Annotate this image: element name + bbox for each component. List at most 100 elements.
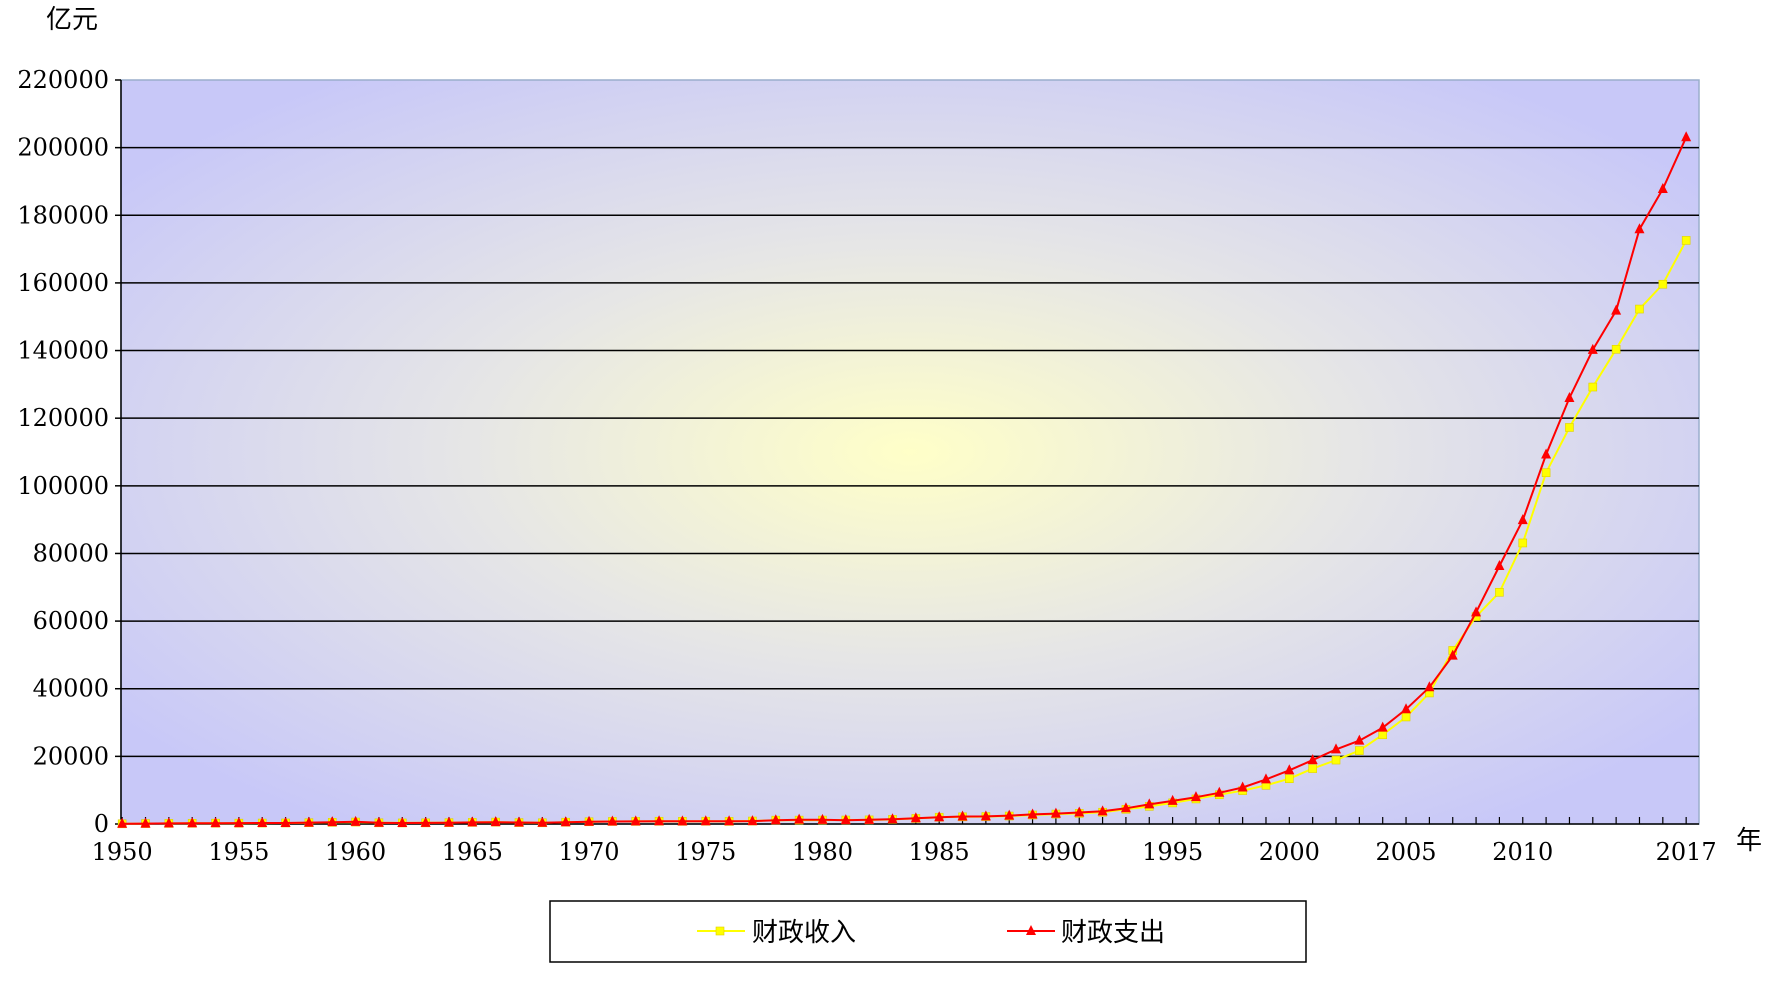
data-point [677,815,688,826]
data-point [1681,236,1691,245]
y-tick-label: 120000 [17,404,109,432]
legend-box [549,900,1307,963]
data-point [1401,703,1412,714]
data-point [1635,304,1644,314]
data-point [1074,806,1085,817]
x-tick-label: 2010 [1492,838,1553,866]
plot-area [120,79,1700,825]
series-layer [117,131,1692,829]
data-point [1541,448,1552,459]
data-point [1120,802,1131,813]
data-point [140,817,151,828]
data-point [350,815,361,826]
data-point [1237,781,1248,792]
legend-label-revenue: 财政收入 [752,918,856,948]
data-point [1354,734,1365,745]
data-point [724,815,735,826]
legend: 财政收入 财政支出 [549,900,1307,963]
data-point [770,814,781,825]
data-point [117,817,128,828]
data-point [817,813,828,824]
x-tick-label: 1965 [442,838,503,866]
data-point [1308,764,1317,773]
y-axis-unit-label: 亿元 [46,5,98,35]
data-point [1657,183,1668,194]
x-tick-label: 1960 [325,838,386,866]
data-point [210,817,221,828]
data-point [537,816,548,827]
y-tick-label: 20000 [33,742,109,770]
data-point [1517,514,1528,525]
data-point [910,812,921,823]
x-tick-label: 1985 [909,838,970,866]
data-point [1658,279,1668,289]
data-point [630,815,641,826]
y-tick-label: 40000 [33,675,109,703]
data-point [1307,754,1318,765]
data-point [373,816,384,827]
y-tick-label: 160000 [17,269,109,297]
data-point [1634,223,1645,234]
data-point [700,815,711,826]
x-tick-label: 1995 [1142,838,1203,866]
x-tick-label: 1970 [558,838,619,866]
x-tick-label: 2005 [1376,838,1437,866]
data-point [1214,786,1225,797]
data-point [1144,798,1155,809]
data-point [397,816,408,827]
data-point [1050,807,1061,818]
data-point [957,810,968,821]
data-point [654,815,665,826]
x-tick-label: 1990 [1025,838,1086,866]
data-point [257,816,268,827]
data-point [1587,343,1598,354]
data-point [303,816,314,827]
y-axis-ticks: 0 20000 40000 60000 80000 100000 120000 140000 1… [17,66,121,838]
data-point [1588,382,1598,392]
data-point [1495,587,1504,597]
data-point [794,813,805,824]
y-tick-label: 180000 [17,201,109,229]
data-point [864,813,875,824]
data-point [1285,774,1294,784]
y-tick-label: 80000 [33,539,109,567]
x-tick-label: 1980 [792,838,853,866]
data-point [1447,649,1458,660]
data-point [514,816,525,827]
data-point [1027,808,1038,819]
data-point [1167,794,1178,805]
legend-label-expenditure: 财政支出 [1061,918,1165,948]
data-point [1681,131,1692,142]
x-tick-label: 1950 [92,838,153,866]
data-point [887,813,898,824]
data-point [1541,468,1551,478]
x-axis-ticks: 1950 1955 1960 1965 1970 1975 1980 1985 1990 1995… [92,817,1717,866]
x-tick-label: 1975 [675,838,736,866]
x-tick-label: 2017 [1656,838,1717,866]
series-expenditure [117,131,1692,828]
data-point [934,811,945,822]
data-point [1611,344,1621,354]
data-point [840,814,851,825]
data-point [1494,559,1505,570]
data-point [1401,712,1411,722]
data-point [1518,538,1528,548]
data-point [467,816,478,827]
data-point [607,815,618,826]
grid-lines [121,146,1699,758]
data-point [747,815,758,826]
data-point [1331,743,1342,754]
x-tick-label: 1955 [208,838,269,866]
y-tick-label: 60000 [33,607,109,635]
data-point [490,816,501,827]
y-tick-label: 220000 [17,66,109,94]
data-point [1424,681,1435,692]
data-point [1284,764,1295,775]
data-point [233,817,244,828]
data-point [560,816,571,827]
data-point [1611,304,1622,315]
data-point [980,810,991,821]
data-point [1190,791,1201,802]
y-tick-label: 140000 [17,337,109,365]
